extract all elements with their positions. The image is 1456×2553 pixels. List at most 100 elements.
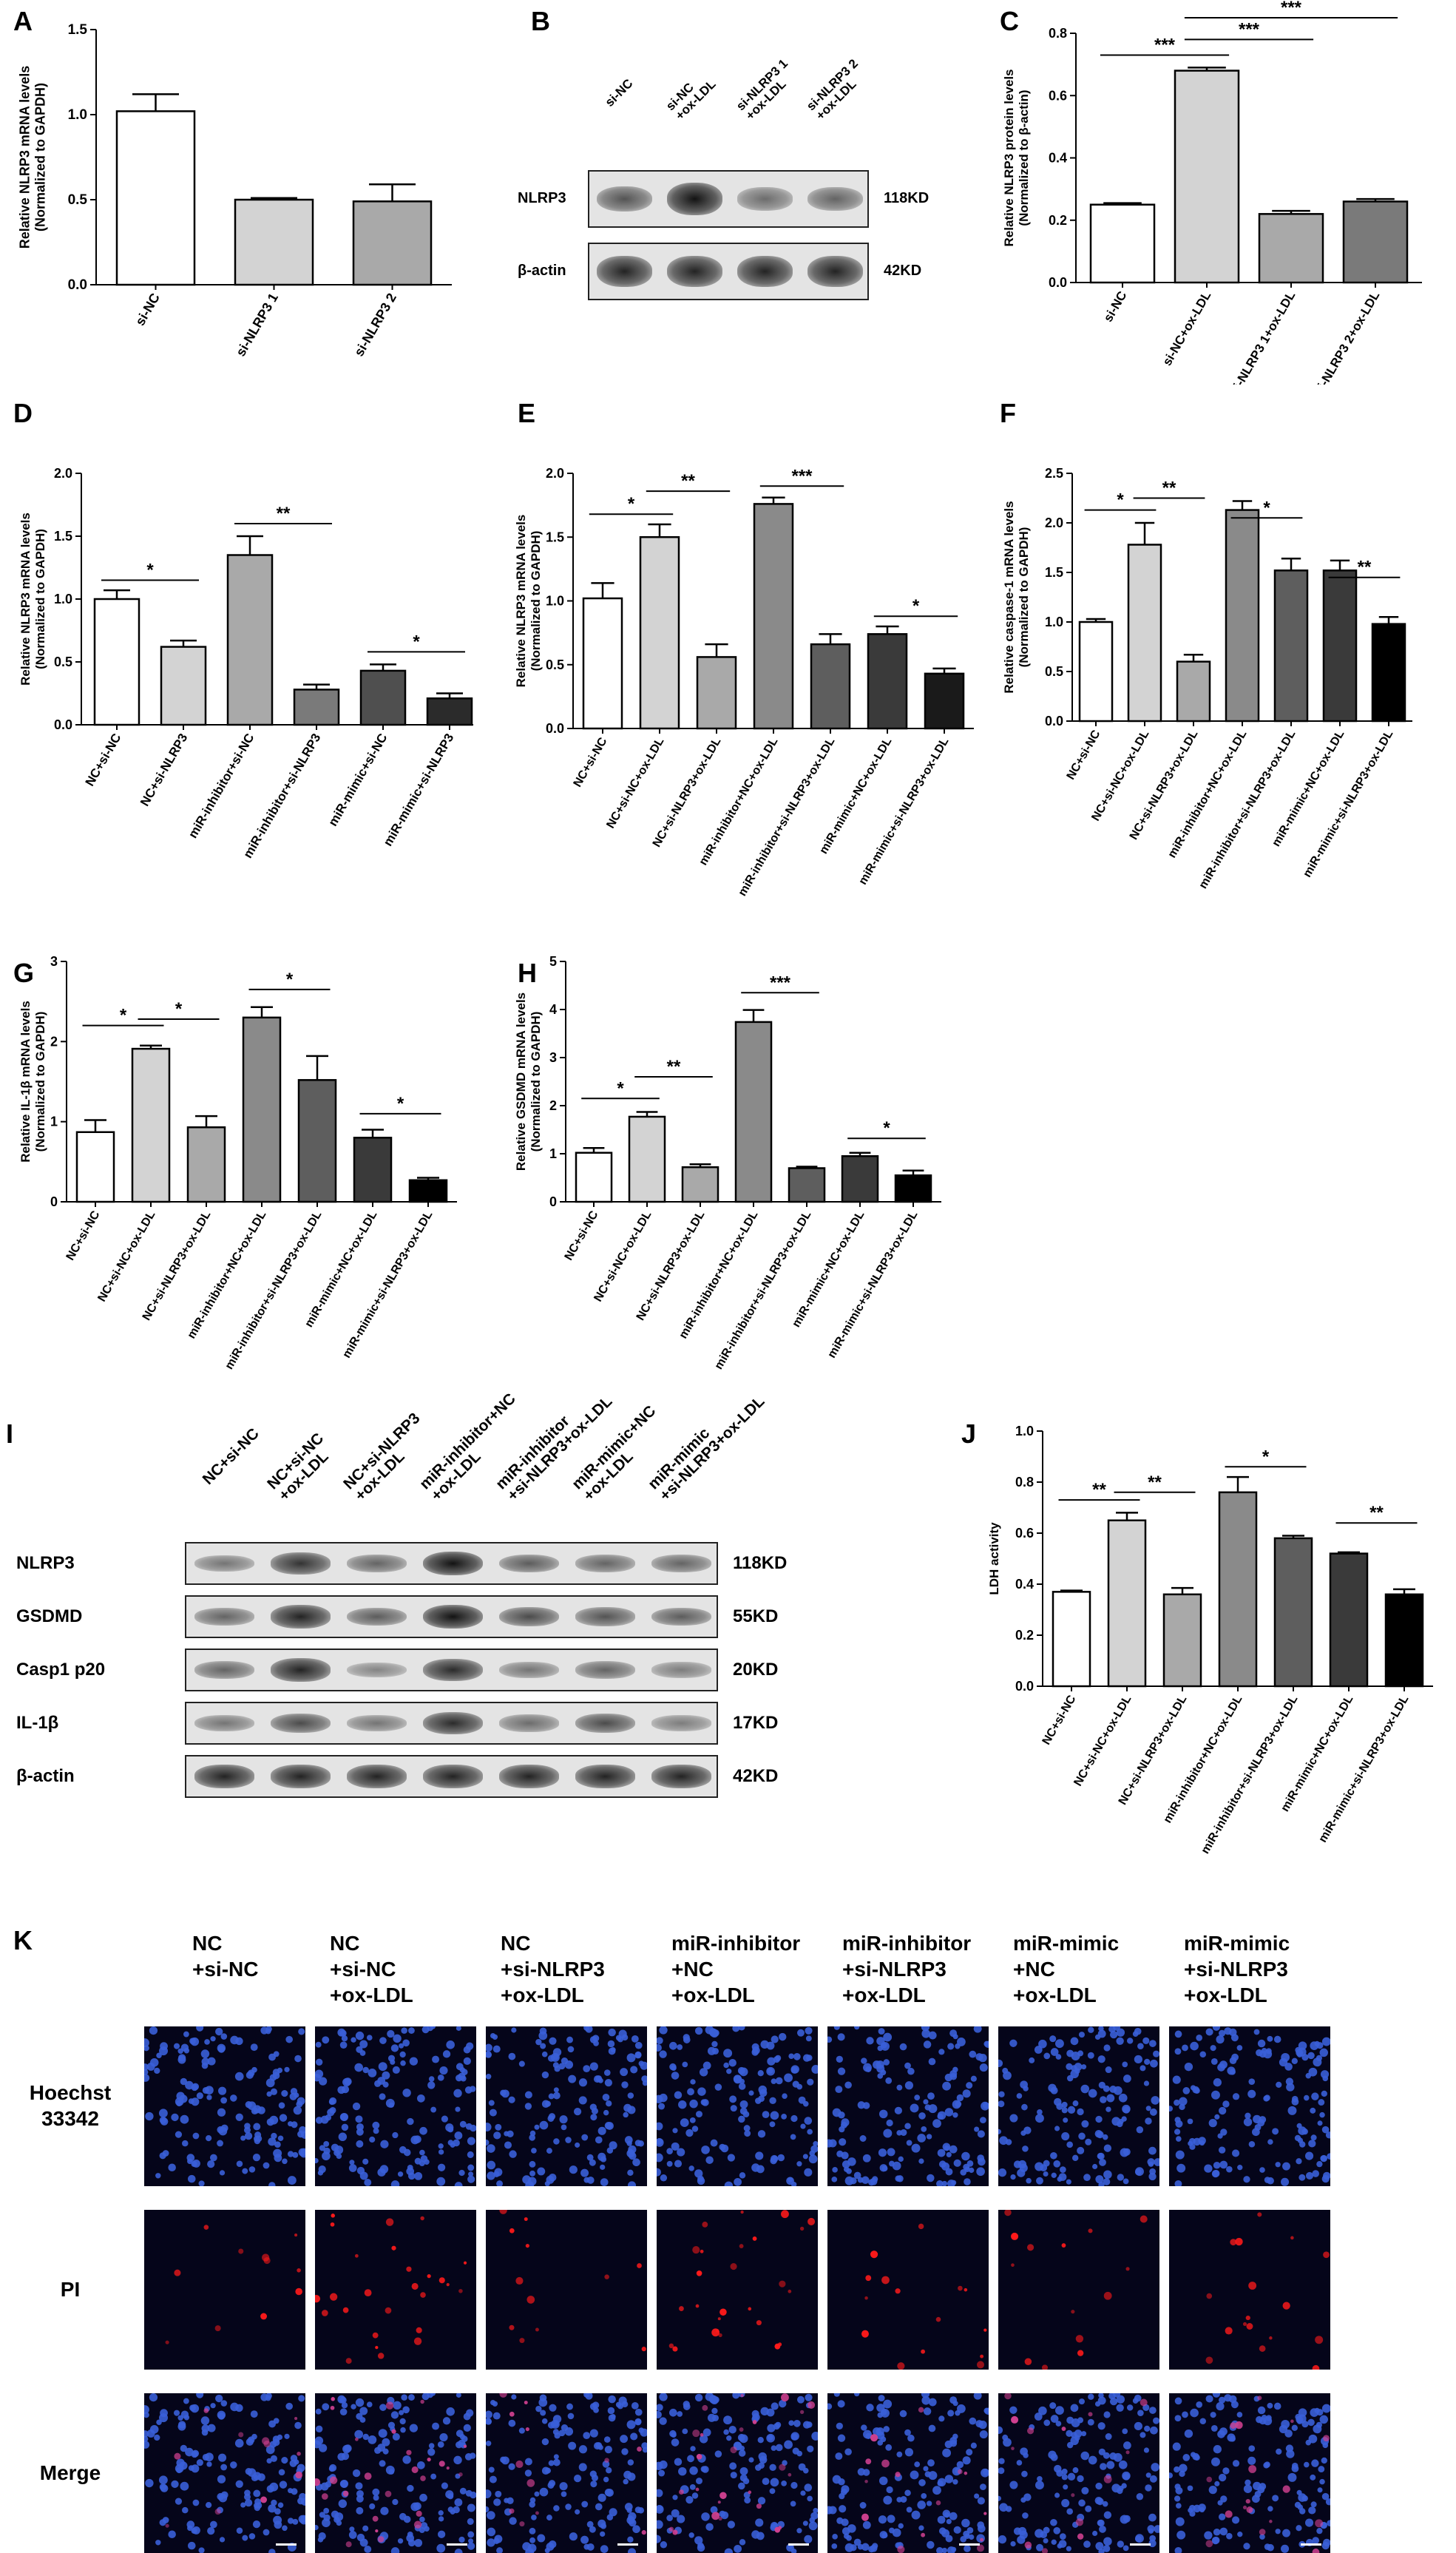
- nucleus: [504, 2141, 512, 2149]
- nucleus: [696, 2478, 702, 2485]
- nucleus: [430, 2106, 437, 2113]
- significance-label: *: [628, 494, 635, 514]
- nucleus: [924, 2104, 931, 2111]
- blot-band: [499, 1661, 559, 1679]
- nucleus: [1174, 2415, 1182, 2422]
- nucleus: [254, 2131, 262, 2139]
- panel-label-k: K: [13, 1925, 33, 1955]
- nucleus: [544, 2181, 550, 2186]
- nucleus: [235, 2480, 243, 2488]
- nucleus: [554, 2066, 561, 2072]
- pi-cell: [1248, 2465, 1257, 2473]
- nucleus: [751, 2163, 760, 2172]
- nucleus: [1317, 2487, 1323, 2493]
- nucleus: [461, 2435, 468, 2443]
- nucleus: [1051, 2172, 1057, 2178]
- nucleus: [393, 2034, 402, 2043]
- pi-cell: [446, 2283, 450, 2287]
- nucleus: [1109, 2397, 1118, 2406]
- pi-cell: [1235, 2237, 1243, 2246]
- nucleus: [1172, 2075, 1181, 2084]
- nucleus: [964, 2166, 970, 2172]
- pi-cell: [1125, 2450, 1130, 2455]
- nucleus: [674, 2160, 683, 2168]
- nucleus: [549, 2404, 557, 2412]
- nucleus: [251, 2066, 257, 2073]
- nucleus: [217, 2453, 227, 2462]
- nucleus: [362, 2066, 369, 2074]
- nucleus: [463, 2412, 471, 2421]
- nucleus: [1169, 2472, 1174, 2479]
- nucleus: [1226, 2532, 1233, 2540]
- nucleus: [496, 2180, 504, 2186]
- nucleus: [689, 2466, 698, 2475]
- micrograph: [1169, 2210, 1330, 2370]
- nucleus: [1058, 2173, 1067, 2181]
- nucleus: [1323, 2538, 1330, 2547]
- micrograph-image: [315, 2214, 467, 2364]
- panel-label-a: A: [13, 6, 33, 36]
- nucleus: [1056, 2103, 1063, 2110]
- k-column-header: NC +si-NC +ox-LDL: [330, 1932, 413, 2006]
- nucleus: [1320, 2155, 1327, 2162]
- nucleus: [318, 2165, 326, 2174]
- nucleus: [911, 2510, 921, 2520]
- nucleus: [701, 2466, 709, 2473]
- nucleus: [509, 2517, 517, 2525]
- x-tick-label: miR-inhibitor+si-NLRP3+ox-LDL: [1199, 1693, 1301, 1856]
- nucleus: [486, 2506, 490, 2513]
- nucleus: [927, 2459, 935, 2467]
- nucleus: [1319, 2048, 1328, 2057]
- nucleus: [887, 2515, 895, 2523]
- nucleus: [315, 2157, 319, 2164]
- nucleus: [1126, 2404, 1134, 2411]
- nucleus: [1081, 2120, 1089, 2128]
- nucleus: [1296, 2415, 1304, 2424]
- nucleus: [807, 2495, 813, 2502]
- nucleus: [739, 2107, 748, 2115]
- x-tick-label: miR-inhibitor+si-NC: [186, 731, 257, 841]
- y-tick-label: 0: [50, 1194, 58, 1209]
- nucleus: [660, 2541, 668, 2549]
- pi-cell: [637, 2263, 642, 2268]
- nucleus: [597, 2077, 603, 2083]
- nucleus: [359, 2171, 368, 2180]
- nucleus: [192, 2132, 200, 2140]
- significance-label: ***: [1281, 0, 1302, 18]
- nucleus: [969, 2167, 975, 2174]
- nucleus: [775, 2077, 783, 2085]
- scale-bar: [959, 2543, 980, 2546]
- pi-cell: [375, 2529, 379, 2533]
- pi-cell: [463, 2261, 467, 2265]
- nucleus: [657, 2122, 663, 2131]
- nucleus: [657, 2520, 663, 2529]
- pi-cell: [315, 2478, 321, 2486]
- nucleus: [217, 2412, 226, 2420]
- nucleus: [341, 2123, 349, 2131]
- nucleus: [388, 2469, 394, 2475]
- pi-cell: [692, 2429, 700, 2438]
- nucleus: [926, 2500, 932, 2506]
- pi-cell: [1077, 2533, 1084, 2540]
- blot-band: [575, 1660, 635, 1680]
- nucleus: [914, 2461, 921, 2468]
- nucleus: [657, 2489, 663, 2498]
- nucleus: [827, 2139, 833, 2148]
- nucleus: [739, 2474, 748, 2482]
- nucleus: [409, 2424, 419, 2432]
- nucleus: [1316, 2528, 1323, 2535]
- nucleus: [257, 2473, 265, 2481]
- nucleus: [565, 2503, 572, 2510]
- significance-label: ***: [791, 466, 813, 486]
- nucleus: [1066, 2141, 1074, 2148]
- nucleus: [467, 2164, 475, 2171]
- nucleus: [878, 2109, 888, 2119]
- nucleus: [879, 2164, 888, 2172]
- significance-label: *: [1262, 1447, 1270, 1467]
- nucleus: [268, 2137, 277, 2146]
- nucleus: [668, 2408, 677, 2417]
- nucleus: [263, 2529, 270, 2536]
- nucleus: [1172, 2442, 1181, 2451]
